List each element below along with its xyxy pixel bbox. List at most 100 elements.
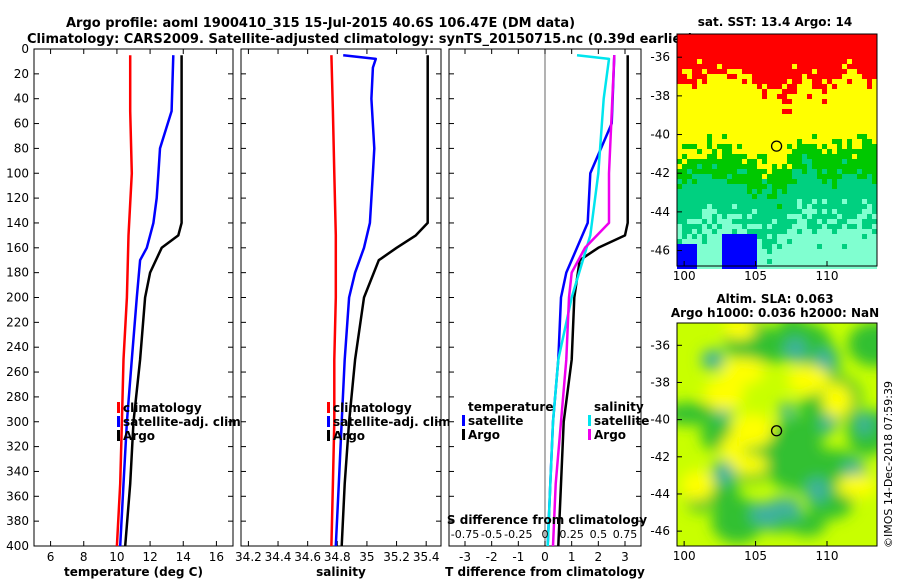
sst-cell [712,204,717,209]
sst-cell [752,69,757,74]
difference-legend-right-title: salinity [594,400,644,414]
sst-cell [802,64,807,69]
sst-cell [727,244,732,249]
sst-cell [752,189,757,194]
sst-cell [837,179,842,184]
sst-cell [792,44,797,49]
sst-cell [837,184,842,189]
sst-cell [872,189,877,194]
sst-cell [697,239,702,244]
sst-cell [822,49,827,54]
sst-cell [702,204,707,209]
sst-cell [747,164,752,169]
sst-cell [727,39,732,44]
sst-cell [797,189,802,194]
sst-cell [757,184,762,189]
sst-cell [767,249,772,254]
sst-cell [782,174,787,179]
sst-cell [792,39,797,44]
sst-cell [772,189,777,194]
sst-cell [772,34,777,39]
depth-tick-label: 80 [14,141,29,155]
sst-cell [822,259,827,264]
sst-cell [852,224,857,229]
sst-cell [842,44,847,49]
sst-cell [722,144,727,149]
sst-cell [752,179,757,184]
sst-cell [772,164,777,169]
sst-cell [692,169,697,174]
sst-cell [772,244,777,249]
sst-cell [802,229,807,234]
sst-cell [677,244,682,249]
sst-cell [837,219,842,224]
sst-cell [857,214,862,219]
sst-cell [822,54,827,59]
sst-cell [707,249,712,254]
sst-cell [722,244,727,249]
sst-cell [722,44,727,49]
depth-tick-label: 160 [6,241,29,255]
sst-cell [872,74,877,79]
sst-cell [747,49,752,54]
sst-cell [872,239,877,244]
sst-cell [857,224,862,229]
sst-cell [872,249,877,254]
sst-cell [787,229,792,234]
sst-cell [812,214,817,219]
salinity-plot-frame [240,48,442,547]
sst-cell [867,239,872,244]
sst-cell [762,54,767,59]
sst-cell [742,244,747,249]
sst-cell [702,199,707,204]
sst-cell [862,254,867,259]
sst-cell [677,254,682,259]
sst-cell [692,54,697,59]
sst-cell [687,144,692,149]
sst-cell [772,234,777,239]
sst-cell [822,74,827,79]
sst-cell [787,259,792,264]
sst-cell [742,249,747,254]
sst-cell [712,209,717,214]
sst-cell [832,34,837,39]
sst-cell [852,54,857,59]
sst-cell [752,44,757,49]
sst-cell [682,44,687,49]
sst-cell [807,69,812,74]
sst-cell [702,224,707,229]
sst-cell [677,219,682,224]
sst-cell [832,64,837,69]
sst-cell [777,254,782,259]
sst-cell [787,214,792,219]
sst-cell [857,189,862,194]
sst-cell [822,214,827,219]
sst-cell [852,204,857,209]
sst-cell [857,239,862,244]
salinity-legend-label: climatology [333,401,412,415]
sst-cell [697,219,702,224]
sst-cell [797,194,802,199]
sst_map-ytick-label: -36 [650,50,670,64]
sst-cell [852,34,857,39]
sst-cell [767,44,772,49]
sst-cell [852,194,857,199]
sst-cell [847,204,852,209]
sst-cell [807,249,812,254]
sst-cell [727,234,732,239]
sst-cell [812,79,817,84]
sst-cell [782,254,787,259]
sst-cell [807,254,812,259]
sla-yellow-blob [836,474,877,498]
sst-cell [827,254,832,259]
sst-cell [682,49,687,54]
sst-cell [732,34,737,39]
sst-cell [722,134,727,139]
sst-cell [687,199,692,204]
sst-cell [787,194,792,199]
sst-cell [817,74,822,79]
sst-cell [742,174,747,179]
sst-cell [762,49,767,54]
sst-cell [842,219,847,224]
sst-cell [692,174,697,179]
